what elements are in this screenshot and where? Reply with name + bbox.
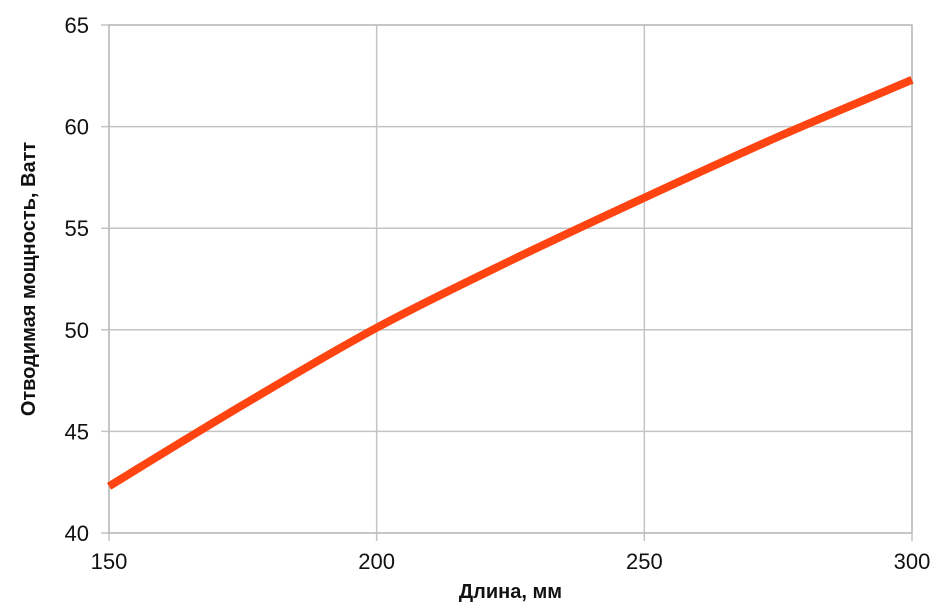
y-tick-label: 55 [65, 216, 89, 241]
y-tick-label: 50 [65, 318, 89, 343]
x-tick-label: 200 [358, 549, 395, 574]
tick-labels: 40 45 50 55 60 65 150 200 250 300 [65, 13, 931, 574]
y-tick-label: 65 [65, 13, 89, 38]
plot-area-border [108, 24, 913, 534]
series-layer [106, 76, 914, 490]
y-tick-label: 60 [65, 115, 89, 140]
series-line [106, 76, 914, 490]
y-tick-label: 45 [65, 419, 89, 444]
x-tick-label: 150 [91, 549, 128, 574]
x-axis-label: Длина, мм [459, 581, 562, 603]
y-tick-label: 40 [65, 521, 89, 546]
x-tick-label: 300 [894, 549, 931, 574]
grid [101, 24, 913, 541]
y-axis-label: Отводимая мощность, Ватт [18, 142, 40, 417]
x-tick-label: 250 [626, 549, 663, 574]
